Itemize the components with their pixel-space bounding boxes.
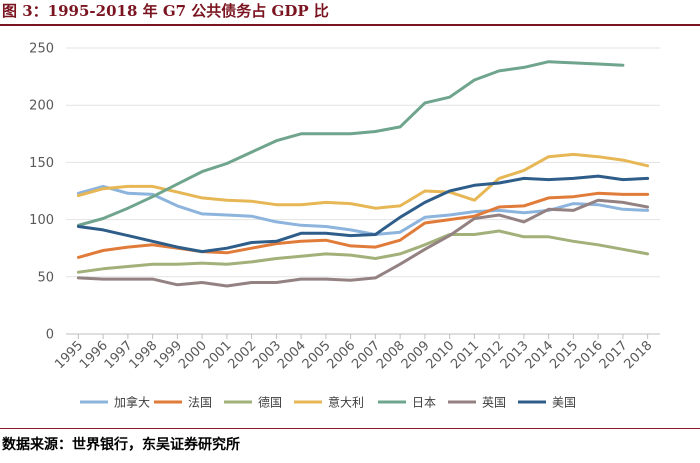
y-tick-label: 200 bbox=[29, 99, 54, 114]
x-tick-label: 2018 bbox=[621, 338, 655, 372]
series-line-日本 bbox=[76, 60, 625, 227]
gridlines bbox=[66, 47, 660, 335]
y-tick-label: 150 bbox=[29, 156, 54, 171]
legend-item-日本: 日本 bbox=[378, 396, 436, 410]
series-line-意大利 bbox=[76, 152, 650, 210]
legend-item-加拿大: 加拿大 bbox=[80, 395, 150, 410]
series-lines bbox=[76, 60, 650, 288]
legend-item-法国: 法国 bbox=[154, 396, 212, 410]
legend-label: 德国 bbox=[258, 395, 282, 410]
legend-label: 日本 bbox=[412, 396, 436, 410]
title-rule bbox=[0, 24, 700, 26]
y-tick-label: 100 bbox=[29, 213, 54, 228]
series-line-美国 bbox=[76, 174, 650, 254]
data-source: 数据来源：世界银行，东吴证券研究所 bbox=[2, 437, 240, 453]
legend-label: 意大利 bbox=[328, 395, 364, 410]
legend-label: 英国 bbox=[482, 396, 506, 410]
series-line-法国 bbox=[76, 191, 650, 259]
legend: 加拿大 法国 德国 意大利 日本 英国 美国 bbox=[80, 395, 576, 410]
legend-label: 法国 bbox=[188, 396, 212, 410]
legend-item-英国: 英国 bbox=[448, 396, 506, 410]
legend-item-意大利: 意大利 bbox=[294, 395, 364, 410]
y-tick-label: 250 bbox=[29, 42, 54, 57]
footer-rule bbox=[0, 428, 700, 429]
legend-item-美国: 美国 bbox=[518, 396, 576, 410]
series-line-德国 bbox=[76, 229, 650, 274]
figure-title: 图 3：1995-2018 年 G7 公共债务占 GDP 比 bbox=[2, 2, 329, 20]
debt-line-chart: 0501001502002501995199619971998199920002… bbox=[29, 42, 660, 410]
y-tick-label: 0 bbox=[46, 328, 54, 343]
legend-item-德国: 德国 bbox=[224, 395, 282, 410]
legend-label: 美国 bbox=[552, 396, 576, 410]
legend-label: 加拿大 bbox=[114, 395, 150, 410]
series-line-英国 bbox=[76, 198, 650, 288]
y-tick-label: 50 bbox=[37, 270, 54, 285]
